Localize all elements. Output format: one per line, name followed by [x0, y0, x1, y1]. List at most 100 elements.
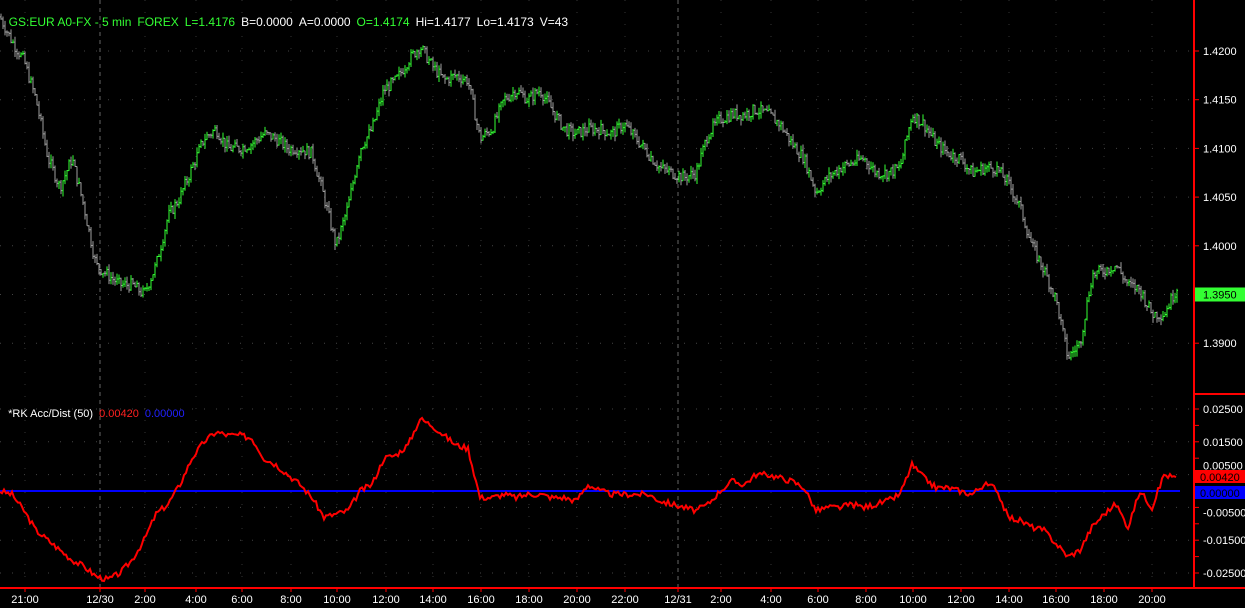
price-bar	[706, 136, 708, 147]
price-bar	[778, 119, 780, 132]
price-bar	[102, 272, 104, 278]
price-bar	[1138, 284, 1140, 295]
price-bar	[134, 281, 136, 288]
price-bar	[820, 187, 822, 196]
indicator-tick-label: 0.00500	[1203, 461, 1243, 473]
price-bar	[846, 159, 848, 166]
price-bar	[1094, 271, 1096, 279]
time-tick-label: 10:00	[323, 594, 351, 606]
time-tick-label: 2:00	[134, 594, 155, 606]
price-bar	[86, 213, 88, 227]
price-bar	[112, 271, 114, 285]
price-bar	[710, 132, 712, 140]
price-bar	[552, 102, 554, 116]
price-bar	[728, 110, 730, 123]
price-bar	[218, 132, 220, 141]
price-bar	[494, 113, 496, 134]
price-bar	[96, 253, 98, 266]
price-bar	[908, 126, 910, 140]
price-bar	[762, 105, 764, 113]
price-bar	[1054, 292, 1056, 302]
price-bar	[692, 167, 694, 179]
price-bar	[278, 134, 280, 146]
price-bar	[442, 74, 444, 79]
price-bar	[122, 280, 124, 288]
price-bar	[62, 180, 64, 197]
price-bar	[130, 275, 132, 291]
low-price: Lo=1.4173	[476, 15, 534, 29]
price-bar	[92, 241, 94, 260]
price-bar	[698, 163, 700, 170]
price-bar	[400, 68, 402, 77]
price-bar	[396, 74, 398, 77]
price-bar	[884, 164, 886, 180]
price-bar	[916, 113, 918, 128]
price-bar	[1042, 262, 1044, 278]
price-bar	[1050, 286, 1052, 295]
price-bar	[618, 118, 620, 129]
price-bar	[236, 139, 238, 147]
price-bar	[732, 108, 734, 119]
price-bar	[426, 46, 428, 64]
price-bar	[766, 105, 768, 112]
price-bar	[638, 136, 640, 148]
price-bar	[348, 196, 350, 208]
last-price-label: 1.3950	[1203, 290, 1237, 302]
price-bar	[672, 168, 674, 180]
price-bar	[1140, 285, 1142, 302]
price-bar	[792, 134, 794, 149]
price-bar	[446, 76, 448, 80]
price-bar	[244, 144, 246, 152]
price-bar	[1078, 340, 1080, 349]
price-bar	[1084, 318, 1086, 337]
price-bar	[890, 167, 892, 176]
price-bar	[580, 126, 582, 138]
price-bar	[694, 169, 696, 182]
price-bar	[784, 129, 786, 133]
price-bar	[1048, 274, 1050, 293]
price-bar	[558, 113, 560, 121]
price-bar	[524, 90, 526, 104]
high-price: Hi=1.4177	[415, 15, 471, 29]
price-bar	[690, 165, 692, 180]
price-bar	[980, 161, 982, 176]
price-bar	[464, 76, 466, 82]
price-bar	[614, 126, 616, 142]
price-bar	[1008, 170, 1010, 185]
indicator-tick-label: 0.02500	[1203, 404, 1243, 416]
price-bar	[896, 164, 898, 169]
price-bar	[658, 165, 660, 174]
price-bar	[666, 162, 668, 174]
price-bar	[450, 70, 452, 87]
price-bar	[272, 132, 274, 140]
price-bar	[964, 158, 966, 172]
price-bar	[996, 161, 998, 177]
price-bar	[1142, 290, 1144, 300]
price-bar	[6, 30, 8, 37]
price-bar	[176, 200, 178, 207]
price-bar	[616, 121, 618, 137]
price-bar	[1124, 275, 1126, 283]
indicator-tick-label: -0.01500	[1203, 535, 1245, 547]
price-bar	[110, 272, 112, 285]
price-bar	[1014, 196, 1016, 205]
price-bar	[738, 115, 740, 120]
price-bar	[492, 130, 494, 135]
price-bar	[170, 201, 172, 213]
price-bar	[330, 207, 332, 232]
price-bar	[1118, 266, 1120, 269]
price-tick-label: 1.3900	[1203, 338, 1237, 350]
price-bar	[144, 287, 146, 291]
price-bar	[412, 49, 414, 55]
price-bar	[582, 123, 584, 141]
price-tick-label: 1.4000	[1203, 241, 1237, 253]
price-bar	[500, 101, 502, 111]
price-bar	[224, 137, 226, 153]
acc-dist-line	[0, 416, 1177, 583]
price-bar	[874, 164, 876, 178]
price-bar	[64, 170, 66, 185]
time-tick-label: 21:00	[11, 594, 39, 606]
price-bar	[966, 164, 968, 175]
price-bar	[1128, 279, 1130, 287]
